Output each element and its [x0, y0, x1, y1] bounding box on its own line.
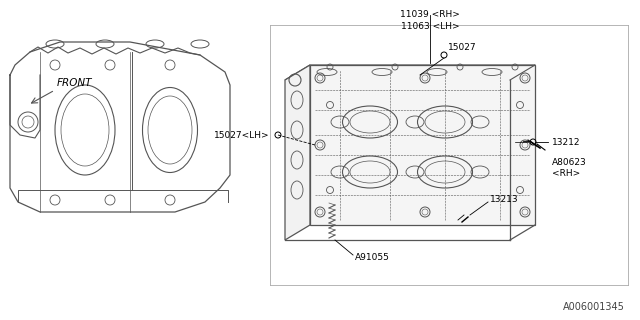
Text: FRONT: FRONT: [57, 78, 93, 88]
Text: 13213: 13213: [490, 196, 518, 204]
Text: A91055: A91055: [355, 253, 390, 262]
Polygon shape: [310, 65, 535, 225]
Text: A80623
<RH>: A80623 <RH>: [552, 158, 587, 178]
Text: A006001345: A006001345: [563, 302, 625, 312]
Text: 15027: 15027: [448, 43, 477, 52]
Polygon shape: [285, 65, 310, 240]
Polygon shape: [285, 65, 535, 80]
Text: 15027<LH>: 15027<LH>: [214, 131, 270, 140]
Text: 11039 <RH>
11063 <LH>: 11039 <RH> 11063 <LH>: [400, 10, 460, 31]
Text: 13212: 13212: [552, 138, 580, 147]
